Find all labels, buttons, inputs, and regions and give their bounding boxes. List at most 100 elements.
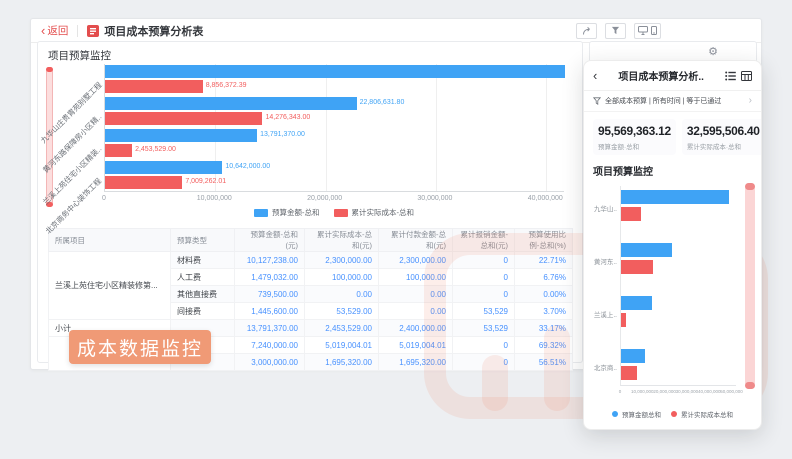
kpi-row: 95,569,363.12 预算金额·总和 32,595,506.40 累计实际… (584, 112, 761, 160)
column-header: 预算使用比例-总和(%) (514, 228, 573, 252)
panel-filter-bar[interactable]: 全部成本预算 | 所有时间 | 等于已通过 › (584, 91, 761, 112)
actual-cost-bar[interactable] (105, 144, 133, 157)
back-label: 返回 (47, 25, 69, 37)
actual-cost-cell[interactable]: 0.00 (304, 285, 379, 303)
column-header: 累计付款金额-总和(元) (378, 228, 453, 252)
device-preview-button[interactable] (634, 22, 661, 39)
budget-ratio-cell[interactable]: 69.32% (514, 336, 573, 354)
budget-amount-cell[interactable]: 10,127,238.00 (234, 251, 305, 269)
budget-ratio-cell[interactable]: 0.00% (514, 285, 573, 303)
grid-view-icon[interactable] (741, 70, 752, 81)
x-tick-label: 0 (102, 195, 106, 202)
x-tick-label: 30,000,000 (675, 389, 699, 394)
budget-bar[interactable] (105, 65, 565, 78)
budget-amount-cell[interactable]: 1,479,032.00 (234, 268, 305, 286)
reimburse-amount-cell[interactable]: 0 (452, 336, 515, 354)
annotation-badge: 成本数据监控 (69, 330, 211, 364)
payment-amount-cell[interactable]: 2,300,000.00 (378, 251, 453, 269)
budget-ratio-cell[interactable]: 56.51% (514, 353, 573, 371)
kpi-value: 95,569,363.12 (598, 124, 671, 138)
bar-value-label: 2,453,529.00 (135, 146, 176, 153)
x-tick-label: 40,000,000 (527, 195, 563, 202)
budget-bar[interactable] (105, 97, 357, 110)
budget-amount-cell[interactable]: 7,240,000.00 (234, 336, 305, 354)
column-header: 所属项目 (48, 228, 171, 252)
main-chart: 九华山庄贵胄苑别墅工程 8,856,372.39 黄河东路保障房小区精.. 22,80… (38, 64, 572, 236)
budget-bar[interactable] (621, 296, 652, 310)
budget-ratio-cell[interactable]: 6.76% (514, 268, 573, 286)
actual-cost-bar[interactable] (105, 112, 263, 125)
actual-cost-cell[interactable]: 100,000.00 (304, 268, 379, 286)
x-tick-label: 10,000,000 (196, 195, 232, 202)
chart-range-slider[interactable] (46, 67, 53, 207)
reimburse-amount-cell[interactable]: 0 (452, 268, 515, 286)
budget-bar[interactable] (621, 190, 729, 204)
filter-icon (611, 26, 620, 35)
back-icon[interactable]: ‹ (593, 68, 598, 83)
legend-item[interactable]: 预算金额-总和 (254, 207, 320, 218)
budget-ratio-cell[interactable]: 3.70% (514, 302, 573, 320)
reimburse-amount-cell[interactable]: 53,529 (452, 319, 515, 337)
payment-amount-cell[interactable]: 0.00 (378, 285, 453, 303)
actual-cost-bar[interactable] (621, 366, 637, 380)
actual-cost-bar[interactable] (105, 176, 183, 189)
payment-amount-cell[interactable]: 100,000.00 (378, 268, 453, 286)
panel-title: 项目成本预算分析.. (618, 72, 704, 83)
legend-item[interactable]: 预算金额总和 (612, 409, 661, 419)
column-header: 累计报销金额-总和(元) (452, 228, 515, 252)
mobile-preview-panel: ‹ 项目成本预算分析.. 全部成本预算 | 所有时间 | 等于已通过 › 95,… (583, 60, 762, 430)
reimburse-amount-cell[interactable]: 0 (452, 353, 515, 371)
back-button[interactable]: ‹ 返回 (41, 23, 68, 38)
report-icon (87, 24, 100, 37)
reimburse-amount-cell[interactable]: 53,529 (452, 302, 515, 320)
x-tick-label: 40,000,000 (697, 389, 721, 394)
actual-cost-cell[interactable]: 2,300,000.00 (304, 251, 379, 269)
kpi-label: 累计实际成本·总和 (686, 144, 742, 151)
actual-cost-bar[interactable] (621, 207, 641, 221)
filter-button[interactable] (605, 22, 626, 39)
actual-cost-bar[interactable] (105, 80, 203, 93)
actual-cost-bar[interactable] (621, 313, 627, 327)
main-chart-plot: 九华山庄贵胄苑别墅工程 8,856,372.39 黄河东路保障房小区精.. 22,80… (38, 64, 565, 236)
actual-cost-cell[interactable]: 2,453,529.00 (304, 319, 379, 337)
type-cell: 材料费 (170, 251, 235, 269)
table-row: 兰溪上苑住宅小区精装修第... 材料费 10,127,238.00 2,300,000… (48, 251, 573, 320)
budget-bar[interactable] (621, 349, 645, 363)
actual-cost-cell[interactable]: 53,529.00 (304, 302, 379, 320)
payment-amount-cell[interactable]: 0.00 (378, 302, 453, 320)
monitor-icon (638, 26, 648, 35)
table-row: 间接费 1,445,600.00 53,529.00 0.00 53,529 3.70% (49, 302, 573, 320)
budget-amount-cell[interactable]: 1,445,600.00 (234, 302, 305, 320)
budget-amount-cell[interactable]: 13,791,370.00 (234, 319, 305, 337)
table-header-row: 所属项目 预算类型 预算金额-总和(元) 累计实际成本-总和(元) 累计付款金额-总和(… (48, 228, 573, 252)
budget-amount-cell[interactable]: 3,000,000.00 (234, 353, 305, 371)
list-view-icon[interactable] (725, 71, 736, 81)
budget-ratio-cell[interactable]: 33.17% (514, 319, 573, 337)
column-header: 累计实际成本-总和(元) (304, 228, 379, 252)
x-tick-label: 30,000,000 (417, 195, 453, 202)
kpi-label: 预算金额·总和 (598, 144, 640, 151)
legend-label: 预算金额-总和 (272, 208, 320, 217)
payment-amount-cell[interactable]: 2,400,000.00 (378, 319, 453, 337)
legend-label: 预算金额总和 (622, 412, 661, 419)
bar-value-label: 22,806,631.80 (359, 99, 405, 106)
widget-title: 项目预算监控 (48, 50, 111, 62)
actual-cost-cell[interactable]: 1,695,320.00 (304, 353, 379, 371)
budget-bar[interactable] (105, 161, 223, 174)
share-button[interactable] (576, 22, 597, 39)
actual-cost-bar[interactable] (621, 260, 653, 274)
payment-amount-cell[interactable]: 1,695,320.00 (378, 353, 453, 371)
budget-amount-cell[interactable]: 739,500.00 (234, 285, 305, 303)
type-cell: 间接费 (170, 302, 235, 320)
reimburse-amount-cell[interactable]: 0 (452, 251, 515, 269)
legend-item[interactable]: 累计实际成本-总和 (333, 207, 414, 218)
chart-scrollbar[interactable] (745, 183, 755, 389)
legend-item[interactable]: 累计实际成本总和 (671, 409, 733, 419)
reimburse-amount-cell[interactable]: 0 (452, 285, 515, 303)
budget-ratio-cell[interactable]: 22.71% (514, 251, 573, 269)
payment-amount-cell[interactable]: 5,019,004.01 (378, 336, 453, 354)
actual-cost-cell[interactable]: 5,019,004.01 (304, 336, 379, 354)
budget-bar[interactable] (105, 129, 258, 142)
gear-icon[interactable]: ⚙ (708, 46, 718, 58)
budget-bar[interactable] (621, 243, 672, 257)
